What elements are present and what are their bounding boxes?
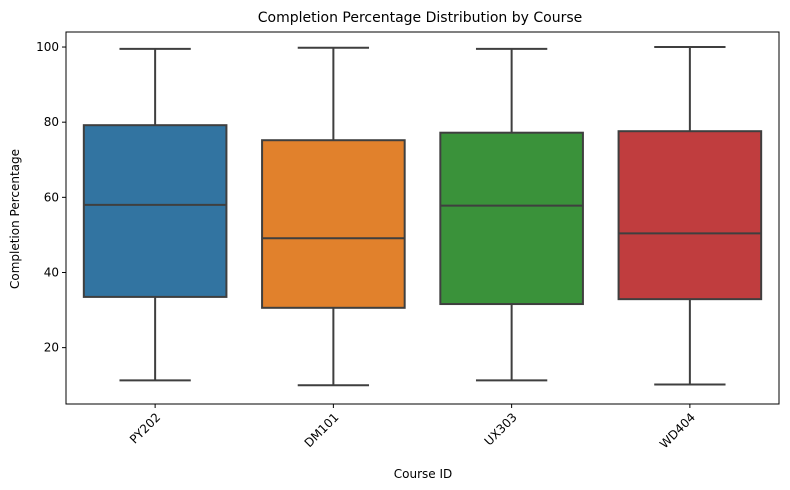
chart-title: Completion Percentage Distribution by Co… xyxy=(258,10,582,26)
y-tick-label-20: 20 xyxy=(44,341,59,355)
box-dm101 xyxy=(261,139,406,309)
box-py202 xyxy=(82,124,228,298)
y-tick-label-80: 80 xyxy=(44,115,59,129)
x-tick-label-dm101: DM101 xyxy=(302,410,342,450)
y-tick-label-40: 40 xyxy=(44,265,59,279)
x-tick-label-ux303: UX303 xyxy=(482,410,520,448)
x-tick-label-py202: PY202 xyxy=(127,410,163,446)
y-tick-label-100: 100 xyxy=(36,40,59,54)
x-axis-label: Course ID xyxy=(394,467,453,481)
box-wd404 xyxy=(617,130,763,301)
plot-area: PY202 DM101 UX303 WD404 20 40 60 80 100 xyxy=(36,31,780,451)
x-tick-label-wd404: WD404 xyxy=(657,410,698,451)
y-tick-label-60: 60 xyxy=(44,190,59,204)
y-axis-label: Completion Percentage xyxy=(8,149,22,289)
box-ux303 xyxy=(439,131,584,306)
plot-frame xyxy=(65,31,780,405)
